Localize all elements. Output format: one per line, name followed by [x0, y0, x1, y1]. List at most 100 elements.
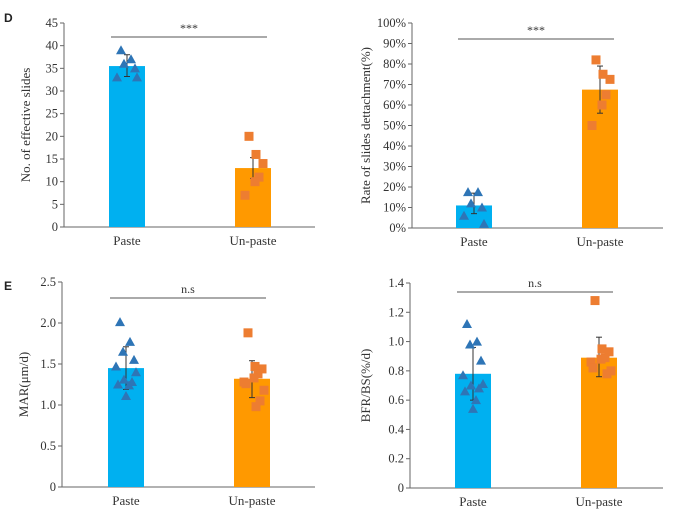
panel-letter: E — [4, 279, 12, 293]
data-point-triangle — [111, 361, 121, 371]
data-point-triangle — [459, 210, 469, 220]
y-tick-label: 0 — [52, 220, 58, 234]
y-tick-label: 0% — [389, 221, 406, 235]
y-tick-label: 1.0 — [40, 398, 56, 412]
data-point-square — [241, 379, 251, 389]
y-axis-label: Rate of slides dettachment(%) — [358, 47, 373, 204]
data-point-triangle — [130, 63, 140, 73]
y-tick-label: 40 — [46, 39, 59, 53]
x-tick-label: Paste — [113, 233, 141, 248]
data-point-triangle — [478, 379, 488, 389]
y-tick-label: 0.5 — [40, 439, 56, 453]
y-tick-label: 0.4 — [388, 422, 404, 436]
x-tick-label: Un-paste — [230, 233, 277, 248]
data-point-square — [257, 364, 267, 374]
y-tick-label: 20 — [46, 129, 59, 143]
data-point-square — [250, 361, 260, 371]
y-axis-label: MAR(μm/d) — [16, 352, 31, 417]
data-point-square — [588, 363, 598, 373]
data-point-triangle — [119, 374, 129, 384]
data-point-square — [601, 90, 611, 100]
data-point-square — [602, 369, 612, 379]
data-point-triangle — [131, 367, 141, 377]
data-point-triangle — [116, 45, 126, 55]
y-tick-label: 20% — [383, 180, 406, 194]
y-tick-label: 2.0 — [40, 316, 56, 330]
data-point-triangle — [458, 370, 468, 380]
data-point-square — [596, 354, 606, 364]
chart-panel-4: BFR/BS(%/d) 0 0.2 0.4 0.6 0.8 1.0 1.2 1.4 Paste Un… — [358, 276, 663, 509]
significance-label: *** — [180, 21, 198, 35]
data-point-triangle — [132, 72, 142, 82]
data-point-triangle — [125, 336, 135, 346]
y-tick-label: 0.6 — [388, 393, 404, 407]
data-point-triangle — [472, 336, 482, 346]
data-point-triangle — [466, 380, 476, 390]
data-point-triangle — [112, 72, 122, 82]
y-tick-label: 5 — [52, 197, 58, 211]
data-point-triangle — [479, 218, 489, 228]
data-point-square — [591, 55, 601, 65]
data-point-square — [243, 328, 253, 338]
data-point-square — [598, 69, 608, 79]
data-point-triangle — [476, 355, 486, 365]
bar-paste — [109, 66, 145, 227]
y-tick-label: 0.8 — [388, 364, 404, 378]
data-point-triangle — [473, 187, 483, 197]
significance-label: *** — [527, 23, 545, 37]
data-point-square — [250, 177, 260, 187]
data-point-triangle — [115, 317, 125, 327]
chart-panel-2: Rate of slides dettachment(%) 0% 10% 20% 30%… — [358, 16, 663, 249]
x-tick-label: Paste — [460, 234, 488, 249]
data-point-square — [586, 357, 596, 367]
data-point-triangle — [474, 383, 484, 393]
y-tick-label: 10 — [46, 175, 59, 189]
panel-letter: D — [4, 11, 13, 25]
data-point-triangle — [477, 202, 487, 212]
data-point-square — [597, 344, 607, 354]
y-tick-label: 80% — [383, 57, 406, 71]
data-point-triangle — [113, 379, 123, 389]
bar-un-paste — [581, 357, 617, 488]
y-tick-label: 0.2 — [388, 452, 404, 466]
data-point-square — [587, 121, 597, 130]
y-tick-label: 40% — [383, 139, 406, 153]
y-tick-label: 0 — [50, 480, 56, 494]
data-point-square — [255, 396, 265, 406]
data-point-square — [249, 373, 259, 383]
y-tick-label: 1.0 — [388, 335, 404, 349]
y-tick-label: 1.4 — [388, 276, 404, 290]
y-tick-label: 60% — [383, 98, 406, 112]
data-point-square — [251, 402, 261, 412]
data-point-triangle — [124, 380, 134, 390]
data-point-square — [590, 296, 600, 306]
y-tick-label: 1.5 — [40, 357, 56, 371]
y-tick-label: 15 — [46, 152, 59, 166]
x-tick-label: Un-paste — [577, 234, 624, 249]
data-point-square — [605, 74, 615, 84]
y-tick-label: 25 — [46, 107, 59, 121]
y-tick-label: 90% — [383, 37, 406, 51]
y-tick-label: 0 — [398, 481, 404, 495]
chart-panel-3: E MAR(μm/d) 0 0.5 1.0 1.5 2.0 2.5 Paste Un-paste n… — [4, 275, 315, 508]
data-point-triangle — [466, 198, 476, 208]
y-tick-label: 45 — [46, 16, 59, 30]
x-tick-label: Un-paste — [229, 493, 276, 508]
y-tick-label: 100% — [377, 16, 406, 30]
chart-panel-1: D No. of effective slides 0 5 10 15 20 25 30 35 40… — [4, 11, 315, 248]
y-tick-label: 1.2 — [388, 305, 404, 319]
y-tick-label: 2.5 — [40, 275, 56, 289]
data-point-square — [597, 100, 607, 110]
data-point-triangle — [462, 319, 472, 328]
data-point-square — [604, 347, 614, 357]
data-point-square — [259, 385, 269, 395]
data-point-triangle — [460, 386, 470, 396]
data-point-square — [240, 190, 250, 200]
y-tick-label: 10% — [383, 201, 406, 215]
significance-label: n.s — [181, 282, 195, 296]
x-tick-label: Un-paste — [576, 494, 623, 509]
y-tick-label: 50% — [383, 119, 406, 133]
data-point-triangle — [119, 58, 129, 68]
